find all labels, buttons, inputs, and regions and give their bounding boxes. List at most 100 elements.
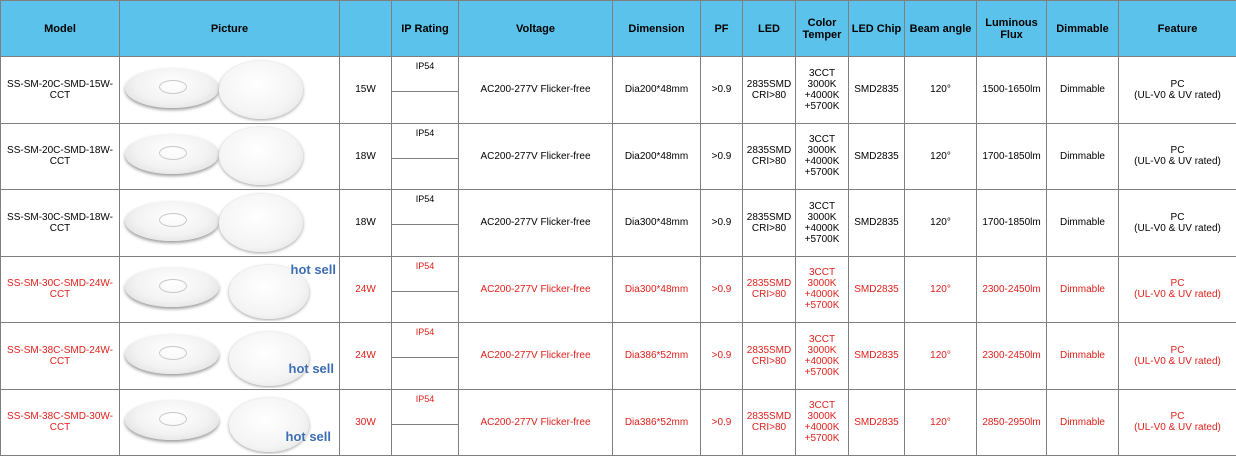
voltage-cell: AC200-277V Flicker-free	[458, 388, 613, 456]
ip-rating-blank	[393, 292, 458, 322]
header-picture: Picture	[119, 0, 340, 57]
luminous-flux-cell: 1700-1850lm	[976, 122, 1047, 190]
table-row: SS-SM-20C-SMD-15W- CCT 15W IP54 AC200-27…	[0, 56, 1236, 124]
dimmable-cell: Dimmable	[1046, 56, 1119, 124]
ip-rating-blank	[393, 225, 458, 255]
product-picture	[121, 124, 339, 188]
dimmable-cell: Dimmable	[1046, 388, 1119, 456]
ip-rating-cell: IP54	[391, 56, 459, 124]
picture-cell: hot sell	[119, 255, 340, 323]
ip-rating-value: IP54	[392, 124, 458, 159]
header-dimension: Dimension	[612, 0, 701, 57]
voltage-cell: AC200-277V Flicker-free	[458, 322, 613, 390]
lamp-side-view-image	[124, 67, 219, 108]
led-cell: 2835SMD CRI>80	[742, 122, 796, 190]
picture-cell	[119, 122, 340, 190]
ip-rating-blank	[393, 425, 458, 455]
led-chip-cell: SMD2835	[848, 255, 905, 323]
ip-rating-value: IP54	[392, 190, 458, 226]
header-luminous-flux: Luminous Flux	[976, 0, 1047, 57]
luminous-flux-cell: 2300-2450lm	[976, 322, 1047, 390]
table-row: SS-SM-38C-SMD-24W- CCT hot sell 24W IP54…	[0, 322, 1236, 390]
power-cell: 15W	[339, 56, 392, 124]
ip-rating-value: IP54	[392, 57, 458, 93]
hot-sell-label: hot sell	[285, 429, 332, 445]
led-cell: 2835SMD CRI>80	[742, 388, 796, 456]
voltage-cell: AC200-277V Flicker-free	[458, 56, 613, 124]
dimension-cell: Dia300*48mm	[612, 255, 701, 323]
lamp-front-view-image	[228, 331, 309, 386]
header-row: Model Picture IP Rating Voltage Dimensio…	[0, 0, 1236, 57]
product-picture: hot sell	[121, 390, 339, 454]
model-cell: SS-SM-38C-SMD-24W- CCT	[0, 322, 120, 390]
voltage-cell: AC200-277V Flicker-free	[458, 255, 613, 323]
header-led: LED	[742, 0, 796, 57]
picture-cell: hot sell	[119, 322, 340, 390]
ip-rating-value: IP54	[392, 323, 458, 359]
beam-angle-cell: 120°	[904, 322, 977, 390]
voltage-cell: AC200-277V Flicker-free	[458, 122, 613, 190]
led-chip-cell: SMD2835	[848, 122, 905, 190]
led-chip-cell: SMD2835	[848, 189, 905, 257]
pf-cell: >0.9	[700, 189, 743, 257]
pf-cell: >0.9	[700, 255, 743, 323]
color-temper-cell: 3CCT 3000K +4000K +5700K	[795, 255, 849, 323]
picture-cell	[119, 56, 340, 124]
header-feature: Feature	[1118, 0, 1236, 57]
picture-cell: hot sell	[119, 388, 340, 456]
color-temper-cell: 3CCT 3000K +4000K +5700K	[795, 189, 849, 257]
luminous-flux-cell: 2300-2450lm	[976, 255, 1047, 323]
header-power	[339, 0, 392, 57]
pf-cell: >0.9	[700, 322, 743, 390]
ip-rating-cell: IP54	[391, 122, 459, 190]
lamp-side-view-image	[124, 333, 219, 374]
header-beam-angle: Beam angle	[904, 0, 977, 57]
beam-angle-cell: 120°	[904, 122, 977, 190]
dimmable-cell: Dimmable	[1046, 322, 1119, 390]
ip-rating-cell: IP54	[391, 255, 459, 323]
dimmable-cell: Dimmable	[1046, 122, 1119, 190]
dimension-cell: Dia300*48mm	[612, 189, 701, 257]
model-cell: SS-SM-20C-SMD-15W- CCT	[0, 56, 120, 124]
table-row: SS-SM-30C-SMD-24W- CCT hot sell 24W IP54…	[0, 255, 1236, 323]
lamp-side-view-image	[124, 267, 219, 308]
lamp-front-view-image	[218, 60, 303, 119]
table-row: SS-SM-38C-SMD-30W- CCT hot sell 30W IP54…	[0, 388, 1236, 456]
color-temper-cell: 3CCT 3000K +4000K +5700K	[795, 56, 849, 124]
dimension-cell: Dia386*52mm	[612, 322, 701, 390]
header-dimmable: Dimmable	[1046, 0, 1119, 57]
luminous-flux-cell: 1700-1850lm	[976, 189, 1047, 257]
lamp-front-view-image	[218, 193, 303, 252]
dimension-cell: Dia200*48mm	[612, 56, 701, 124]
ip-rating-value: IP54	[392, 390, 458, 425]
dimmable-cell: Dimmable	[1046, 255, 1119, 323]
lamp-side-view-image	[124, 400, 219, 441]
led-cell: 2835SMD CRI>80	[742, 322, 796, 390]
table-row: SS-SM-30C-SMD-18W- CCT 18W IP54 AC200-27…	[0, 189, 1236, 257]
header-voltage: Voltage	[458, 0, 613, 57]
lamp-side-view-image	[124, 200, 219, 241]
luminous-flux-cell: 1500-1650lm	[976, 56, 1047, 124]
beam-angle-cell: 120°	[904, 255, 977, 323]
product-picture: hot sell	[121, 324, 339, 388]
header-pf: PF	[700, 0, 743, 57]
ip-rating-blank	[393, 159, 458, 189]
feature-cell: PC (UL-V0 & UV rated)	[1118, 255, 1236, 323]
ip-rating-blank	[393, 92, 458, 122]
hot-sell-label: hot sell	[288, 360, 335, 376]
header-model: Model	[0, 0, 120, 57]
product-picture	[121, 58, 339, 122]
hot-sell-label: hot sell	[290, 262, 337, 278]
feature-cell: PC (UL-V0 & UV rated)	[1118, 56, 1236, 124]
led-chip-cell: SMD2835	[848, 56, 905, 124]
led-cell: 2835SMD CRI>80	[742, 56, 796, 124]
lamp-front-view-image	[228, 398, 309, 453]
product-picture	[121, 191, 339, 255]
voltage-cell: AC200-277V Flicker-free	[458, 189, 613, 257]
power-cell: 30W	[339, 388, 392, 456]
lamp-front-view-image	[228, 265, 309, 320]
dimension-cell: Dia386*52mm	[612, 388, 701, 456]
led-cell: 2835SMD CRI>80	[742, 189, 796, 257]
feature-cell: PC (UL-V0 & UV rated)	[1118, 189, 1236, 257]
product-picture: hot sell	[121, 257, 339, 321]
